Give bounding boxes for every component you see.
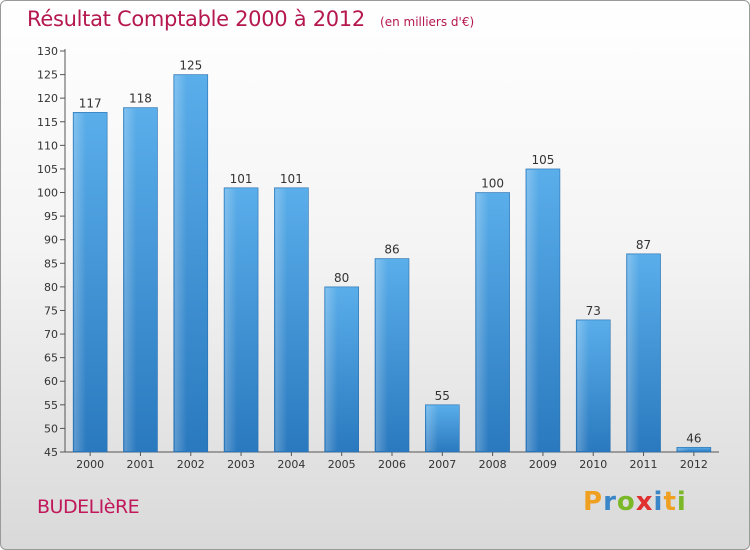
bar-highlight — [376, 259, 388, 451]
value-label-2009: 105 — [531, 153, 554, 167]
x-tick-label-2002: 2002 — [177, 458, 205, 471]
logo-letter: x — [635, 487, 654, 517]
y-tick-label: 130 — [37, 45, 58, 58]
y-tick-label: 90 — [44, 234, 58, 247]
x-tick-label-2007: 2007 — [428, 458, 456, 471]
y-tick-label: 55 — [44, 399, 58, 412]
x-tick-label-2009: 2009 — [529, 458, 557, 471]
logo-letter: o — [616, 487, 636, 517]
value-label-2007: 55 — [435, 389, 450, 403]
town-name: BUDELIèRE — [37, 496, 140, 518]
value-label-2000: 117 — [79, 96, 102, 110]
logo-letter: P — [583, 487, 604, 517]
y-tick-label: 110 — [37, 139, 58, 152]
value-label-2001: 118 — [129, 92, 152, 106]
x-tick-label-2012: 2012 — [680, 458, 708, 471]
bar-highlight — [325, 287, 338, 451]
bars — [72, 74, 712, 453]
y-tick-label: 80 — [44, 281, 58, 294]
value-label-2008: 100 — [481, 177, 504, 191]
y-tick-label: 100 — [37, 187, 58, 200]
value-label-2002: 125 — [179, 59, 202, 73]
bar-highlight — [476, 193, 489, 451]
y-tick-label: 125 — [37, 69, 58, 82]
y-tick-label: 60 — [44, 375, 58, 388]
logo-letter: i — [653, 487, 664, 517]
bar-highlight — [677, 448, 690, 451]
y-tick-label: 120 — [37, 92, 58, 105]
y-tick-label: 95 — [44, 210, 58, 223]
bar-2012 — [676, 446, 712, 453]
value-labels: 117 118 125 101 101 80 86 55 100 105 73 87 46 — [79, 59, 702, 446]
x-tick-label-2006: 2006 — [378, 458, 406, 471]
y-tick-label: 65 — [44, 352, 58, 365]
bar-highlight — [426, 405, 439, 451]
y-tick-label: 85 — [44, 257, 58, 270]
bar-highlight — [74, 113, 87, 452]
value-label-2005: 80 — [334, 271, 349, 285]
value-label-2004: 101 — [280, 172, 303, 186]
logo-letter: i — [676, 487, 687, 517]
axes: 45 50 55 60 65 70 75 80 85 90 95 100 105 110 115 120 125… — [37, 45, 719, 471]
title-row: Résultat Comptable 2000 à 2012 (en milli… — [27, 7, 474, 31]
bar-highlight — [174, 75, 187, 452]
proxiti-logo: Proxiti — [583, 487, 687, 517]
x-tick-label-2000: 2000 — [76, 458, 104, 471]
logo-letter: r — [603, 487, 617, 517]
x-tick-label-2010: 2010 — [579, 458, 607, 471]
value-label-2010: 73 — [586, 304, 601, 318]
value-label-2003: 101 — [230, 172, 253, 186]
value-label-2006: 86 — [384, 243, 399, 257]
bar-highlight — [577, 320, 590, 451]
bar-highlight — [627, 254, 640, 451]
logo-letter: t — [663, 487, 677, 517]
bar-highlight — [225, 188, 237, 451]
y-tick-label: 50 — [44, 422, 58, 435]
x-tick-label-2003: 2003 — [227, 458, 255, 471]
y-tick-label: 45 — [44, 446, 58, 459]
value-label-2012: 46 — [686, 431, 701, 445]
x-tick-label-2005: 2005 — [328, 458, 356, 471]
x-tick-label-2001: 2001 — [126, 458, 154, 471]
bar-highlight — [275, 188, 288, 451]
x-tick-label-2008: 2008 — [479, 458, 507, 471]
y-tick-label: 75 — [44, 304, 58, 317]
bar-highlight — [526, 169, 539, 452]
bar-highlight — [124, 108, 137, 452]
chart-title: Résultat Comptable 2000 à 2012 — [27, 7, 365, 31]
y-tick-label: 105 — [37, 163, 58, 176]
y-tick-label: 115 — [37, 116, 58, 129]
x-tick-label-2011: 2011 — [630, 458, 658, 471]
value-label-2011: 87 — [636, 238, 651, 252]
x-tick-label-2004: 2004 — [277, 458, 305, 471]
y-tick-label: 70 — [44, 328, 58, 341]
chart-subtitle: (en milliers d'€) — [380, 15, 475, 29]
